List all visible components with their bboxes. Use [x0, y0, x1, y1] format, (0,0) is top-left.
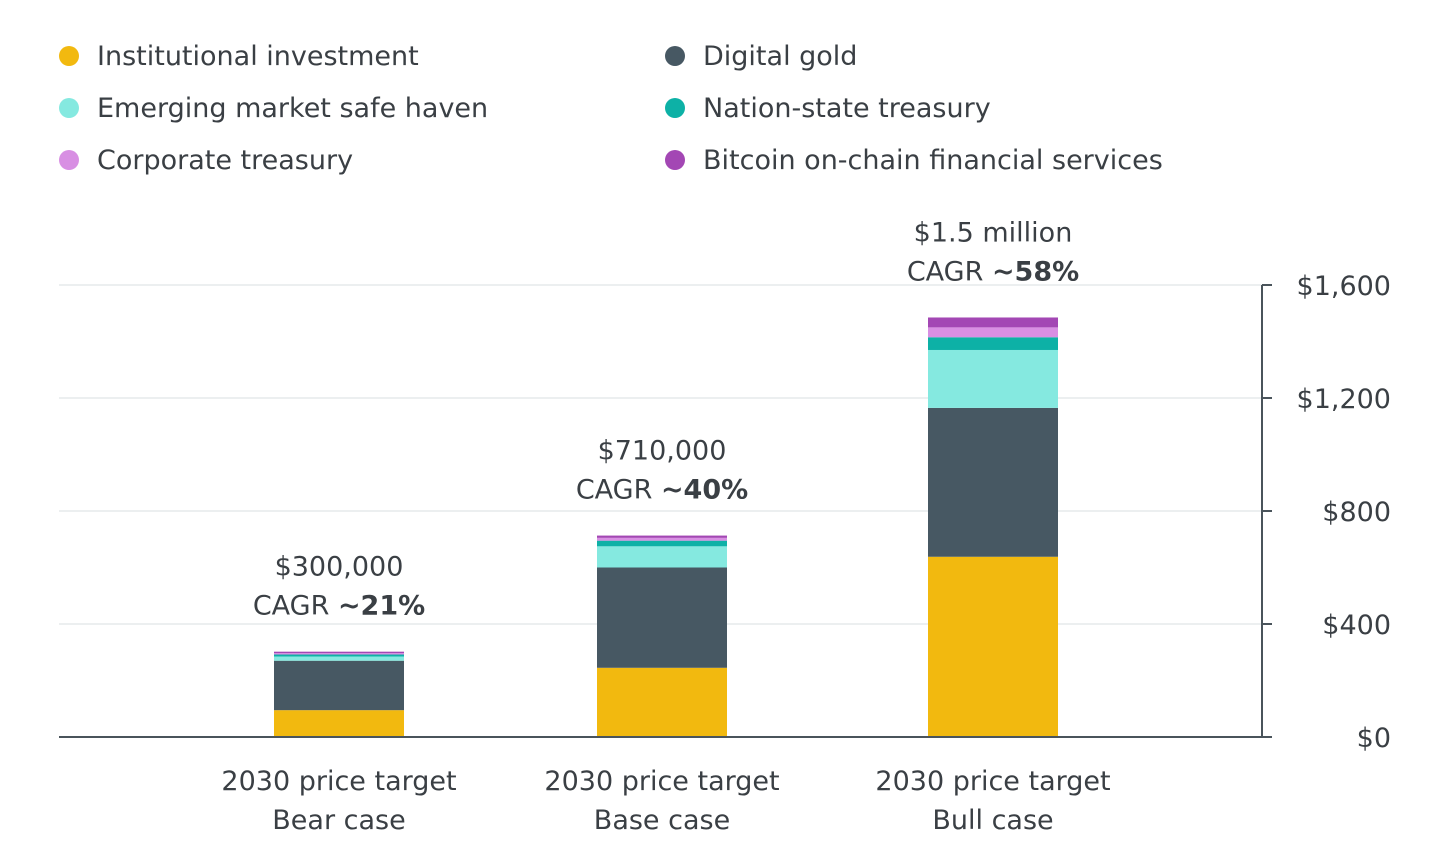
bar-segment [274, 656, 404, 661]
cagr-label: CAGR ~21% [253, 591, 425, 622]
bar-segment [274, 654, 404, 657]
legend-label: Institutional investment [97, 40, 419, 72]
y-tick-label: $800 [1322, 497, 1391, 528]
x-category-label: 2030 price target [544, 766, 779, 797]
bar-segment [928, 337, 1058, 350]
bar-segment [928, 327, 1058, 338]
bar-segment [274, 660, 404, 711]
cagr-prefix: CAGR [907, 256, 992, 287]
cagr-prefix: CAGR [253, 591, 338, 622]
bar-segment [928, 349, 1058, 408]
legend-label: Digital gold [703, 40, 858, 72]
legend-swatch [665, 98, 685, 118]
bar-segment [597, 567, 727, 668]
total-value-label: $710,000 [598, 436, 727, 467]
bar-segment [928, 556, 1058, 737]
legend-swatch [665, 150, 685, 170]
legend-item: Emerging market safe haven [59, 92, 488, 124]
legend-swatch [59, 98, 79, 118]
y-tick-label: $400 [1322, 610, 1391, 641]
legend-label: Nation-state treasury [703, 92, 991, 124]
legend-item: Digital gold [665, 40, 857, 72]
total-value-label: $1.5 million [914, 217, 1073, 248]
bar-segment [274, 653, 404, 655]
cagr-value: ~21% [338, 591, 425, 622]
bar-segment [597, 546, 727, 568]
legend-item: Bitcoin on-chain financial services [665, 144, 1163, 176]
legend-label: Corporate treasury [97, 144, 354, 176]
bar-segment [597, 667, 727, 737]
legend-swatch [665, 46, 685, 66]
x-category-label: 2030 price target [875, 766, 1110, 797]
x-category-label: Base case [594, 805, 730, 836]
bar-segment [597, 537, 727, 541]
legend-swatch [59, 150, 79, 170]
y-tick-label: $1,600 [1297, 271, 1391, 302]
y-tick-label: $0 [1357, 723, 1391, 754]
x-category-label: Bull case [932, 805, 1053, 836]
x-category-label: Bear case [272, 805, 405, 836]
total-value-label: $300,000 [275, 552, 404, 583]
bar-segment [274, 710, 404, 737]
legend-label: Bitcoin on-chain financial services [703, 144, 1163, 176]
legend-label: Emerging market safe haven [97, 92, 489, 124]
y-tick-label: $1,200 [1297, 384, 1391, 415]
cagr-label: CAGR ~58% [907, 256, 1079, 287]
bar-segment [928, 317, 1058, 328]
bar-segment [928, 407, 1058, 557]
legend-item: Nation-state treasury [665, 92, 991, 124]
cagr-value: ~40% [661, 475, 748, 506]
cagr-label: CAGR ~40% [576, 475, 748, 506]
bar-segment [597, 535, 727, 538]
cagr-prefix: CAGR [576, 475, 661, 506]
legend-item: Corporate treasury [59, 144, 353, 176]
legend-item: Institutional investment [59, 40, 419, 72]
legend-swatch [59, 46, 79, 66]
bar-segment [597, 540, 727, 547]
bar-segment [274, 651, 404, 654]
cagr-value: ~58% [992, 256, 1079, 287]
x-category-label: 2030 price target [221, 766, 456, 797]
